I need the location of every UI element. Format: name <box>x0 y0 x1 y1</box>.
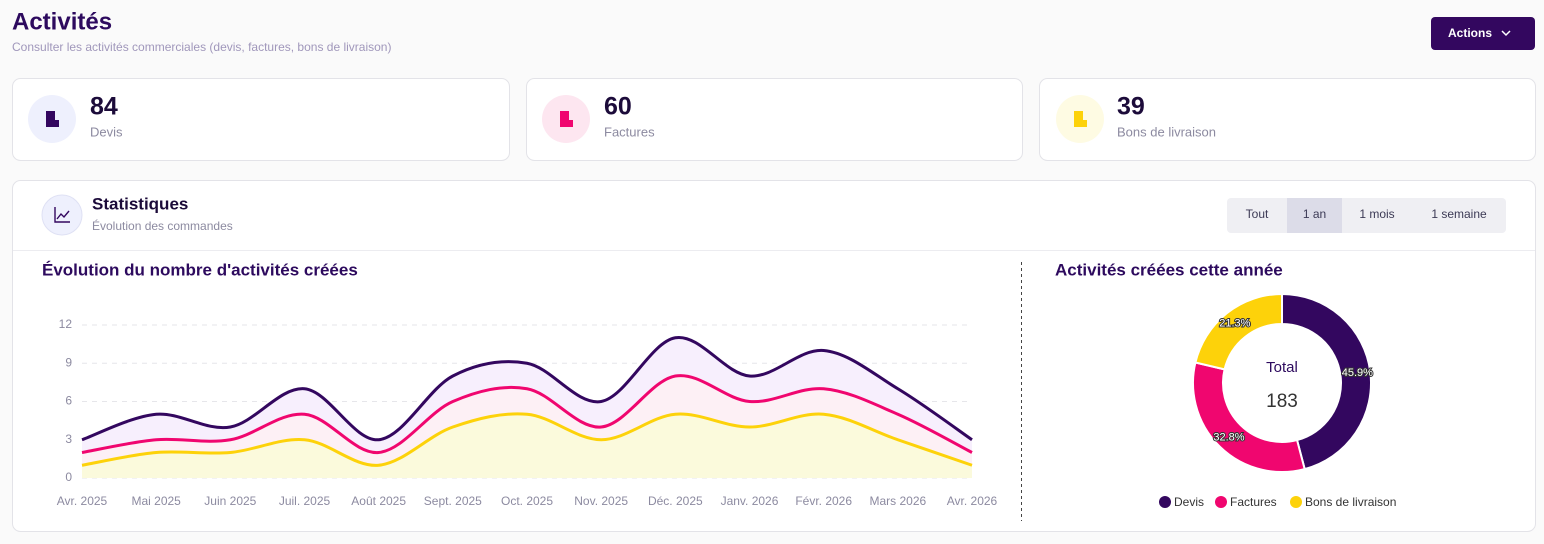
x-tick-label: Janv. 2026 <box>721 494 779 508</box>
tab[interactable]: 1 semaine <box>1431 207 1487 221</box>
card-icon <box>46 111 59 127</box>
card <box>1039 78 1536 161</box>
card-icon <box>560 111 573 127</box>
legend-swatch <box>1159 496 1171 508</box>
panel-subtitle: Évolution des commandes <box>92 218 233 233</box>
line <box>81 412 973 467</box>
panel-title: Statistiques <box>92 194 188 213</box>
area <box>82 413 972 478</box>
y-tick-label: 9 <box>65 355 72 369</box>
card-value: 84 <box>90 93 118 121</box>
x-tick-label: Juin 2025 <box>204 494 256 508</box>
button-bg[interactable] <box>1431 17 1535 50</box>
legend-swatch <box>1215 496 1227 508</box>
actions-button[interactable]: Actions <box>1431 17 1535 50</box>
pie-value-label: 32.8% <box>1213 431 1244 443</box>
x-tick-label: Avr. 2026 <box>947 494 998 508</box>
pie-slice <box>1192 361 1306 473</box>
y-tick-label: 3 <box>65 432 72 446</box>
card-label: Devis <box>90 124 123 139</box>
y-tick-label: 0 <box>65 470 72 484</box>
pie-value-label: 45.9% <box>1342 367 1373 379</box>
card <box>526 78 1023 161</box>
panel-icon <box>54 207 70 223</box>
line <box>81 374 973 455</box>
tab[interactable]: 1 mois <box>1359 207 1394 221</box>
legend-label: Factures <box>1230 495 1277 509</box>
x-tick-label: Déc. 2025 <box>648 494 703 508</box>
stats-panel <box>12 180 1536 532</box>
tab[interactable]: 1 an <box>1303 207 1326 221</box>
pie-slice <box>1194 292 1283 371</box>
legend-swatch <box>1290 496 1302 508</box>
chart-title: Évolution du nombre d'activités créées <box>42 260 358 279</box>
card-label: Factures <box>604 124 655 139</box>
card-value: 60 <box>604 93 632 121</box>
card <box>12 78 510 161</box>
x-tick-label: Nov. 2025 <box>574 494 628 508</box>
x-tick-label: Mars 2026 <box>869 494 926 508</box>
x-tick-label: Juil. 2025 <box>279 494 331 508</box>
tab-active-bg[interactable] <box>1287 198 1342 233</box>
pie-center-value: 183 <box>1266 391 1298 412</box>
pie-center-label: Total <box>1266 359 1298 376</box>
page-title: Activités <box>12 8 112 35</box>
x-tick-label: Sept. 2025 <box>424 494 482 508</box>
x-tick-label: Avr. 2025 <box>57 494 108 508</box>
card-icon <box>1074 111 1087 127</box>
pie-slice <box>1281 292 1372 471</box>
card-label: Bons de livraison <box>1117 124 1216 139</box>
y-tick-label: 12 <box>59 317 73 331</box>
pie-value-label: 21.3% <box>1219 317 1250 329</box>
tab[interactable]: Tout <box>1246 207 1269 221</box>
legend-label: Bons de livraison <box>1305 495 1396 509</box>
button-label[interactable]: Actions <box>1448 26 1492 40</box>
chevron <box>1501 30 1511 37</box>
x-tick-label: Févr. 2026 <box>795 494 852 508</box>
x-tick-label: Août 2025 <box>351 494 406 508</box>
legend-label: Devis <box>1174 495 1204 509</box>
y-tick-label: 6 <box>65 394 72 408</box>
page-subtitle: Consulter les activités commerciales (de… <box>12 40 391 54</box>
x-tick-label: Oct. 2025 <box>501 494 553 508</box>
chart-title: Activités créées cette année <box>1055 260 1283 279</box>
card-value: 39 <box>1117 93 1145 121</box>
line <box>81 336 973 442</box>
x-tick-label: Mai 2025 <box>131 494 181 508</box>
